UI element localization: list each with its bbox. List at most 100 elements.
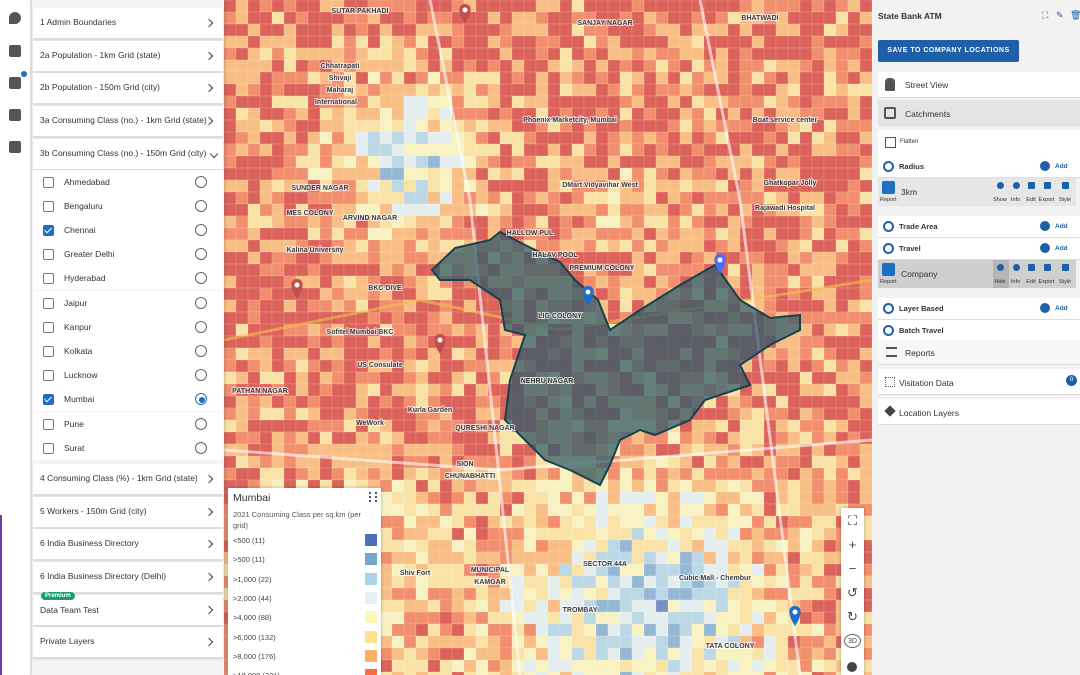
layer-card[interactable] [33,463,223,495]
map-control-button[interactable]: − [848,561,857,576]
checkbox[interactable] [43,321,54,333]
heat-cell [427,527,441,541]
rail-icon[interactable] [9,109,21,121]
heat-cell [547,11,561,25]
action-label[interactable]: Show [993,197,1007,203]
panel-icon[interactable]: 🗑 [1070,10,1080,20]
action-label[interactable]: Edit [1026,279,1036,285]
rail-icon[interactable] [9,12,21,24]
add-label[interactable]: Add [1055,163,1068,170]
map-control-button[interactable]: ↻ [847,609,858,624]
action-icon[interactable] [1043,264,1051,271]
add-label[interactable]: Add [1055,223,1068,230]
layer-card[interactable] [33,496,223,528]
layer-card[interactable] [33,594,223,626]
checkbox[interactable] [43,418,54,430]
panel-icon[interactable]: ⛶ [1042,10,1049,20]
action-icon[interactable] [997,182,1004,189]
checkbox[interactable] [43,224,54,236]
action-label[interactable]: Style [1058,197,1072,203]
checkbox[interactable] [43,370,54,382]
checkbox[interactable] [43,176,54,188]
radio[interactable] [195,272,207,285]
layer-card[interactable] [33,529,223,561]
radio[interactable] [195,417,207,430]
radio[interactable] [195,320,207,333]
checkbox[interactable] [43,200,54,212]
action-icon[interactable] [997,264,1004,271]
action-icon[interactable] [1062,264,1069,271]
checkbox[interactable] [43,297,54,309]
action-icon[interactable] [1028,182,1035,189]
panel-icon[interactable]: ✎ [1056,10,1064,20]
heat-cell [535,191,549,205]
heat-cell [451,347,465,361]
layer-card[interactable] [33,138,223,170]
action-label[interactable]: Export [1038,197,1055,203]
add-icon[interactable] [1040,243,1050,253]
checkbox[interactable] [43,394,54,406]
add-icon[interactable] [1040,303,1050,313]
reports[interactable]: Reports [905,348,935,358]
heat-cell [535,23,549,37]
heat-cell [835,83,849,97]
action-label[interactable]: Edit [1026,197,1036,203]
layer-card[interactable] [33,40,223,72]
radio[interactable] [195,441,207,454]
radio[interactable] [195,296,207,309]
action-label[interactable]: Hide [994,279,1006,285]
heat-cell [859,191,873,205]
action-label[interactable]: Style [1058,279,1072,285]
action-icon[interactable] [1012,264,1020,271]
location-layers[interactable]: Location Layers [899,408,960,418]
compass[interactable] [847,662,857,672]
layer-card[interactable] [33,562,223,593]
radio[interactable] [195,223,207,236]
map-control-button[interactable]: + [848,537,857,552]
heat-cell [331,275,345,289]
checkbox[interactable] [43,345,54,357]
map-control-button[interactable]: ↺ [847,585,858,600]
heat-cell [739,659,753,673]
checkbox[interactable] [43,442,54,454]
layer-card[interactable] [33,627,223,659]
layer-card[interactable] [33,73,223,105]
checkbox[interactable] [43,249,54,261]
radio[interactable] [195,199,207,212]
action-label[interactable]: Info [1010,279,1021,285]
radio[interactable] [195,248,207,261]
visitation-label[interactable]: Visitation Data [899,378,954,388]
map-control-button[interactable]: ⛶ [847,513,858,528]
rail-icon[interactable] [9,77,21,89]
radio[interactable] [195,344,207,357]
add-icon[interactable] [1040,161,1050,171]
action-icon[interactable] [1062,182,1069,189]
report-label[interactable]: Report [880,279,897,285]
report-label[interactable]: Report [880,197,897,203]
action-label[interactable]: Export [1038,279,1055,285]
add-icon[interactable] [1040,221,1050,231]
action-label[interactable]: Info [1010,197,1021,203]
radio[interactable] [195,175,207,188]
save-button[interactable]: SAVE TO COMPANY LOCATIONS [878,40,1019,62]
layer-card[interactable] [33,106,223,138]
rail-icon[interactable] [9,141,21,153]
heat-cell [319,371,333,385]
add-label[interactable]: Add [1055,245,1068,252]
heat-cell [643,227,657,241]
action-icon[interactable] [1043,182,1051,189]
radio[interactable] [195,369,207,382]
layer-card[interactable] [33,8,223,39]
action-icon[interactable] [1012,182,1020,189]
catchments-title[interactable]: Catchments [905,109,951,119]
flatten[interactable]: Flatten [900,139,919,145]
heat-cell [559,587,573,601]
add-label[interactable]: Add [1055,305,1068,312]
legend-drag[interactable] [369,492,377,502]
heat-cell [439,359,453,373]
rail-icon[interactable] [9,45,21,57]
street-view[interactable]: Street View [905,80,949,90]
action-icon[interactable] [1028,264,1035,271]
checkbox[interactable] [43,273,54,285]
control-3d[interactable]: 3D [844,634,861,648]
